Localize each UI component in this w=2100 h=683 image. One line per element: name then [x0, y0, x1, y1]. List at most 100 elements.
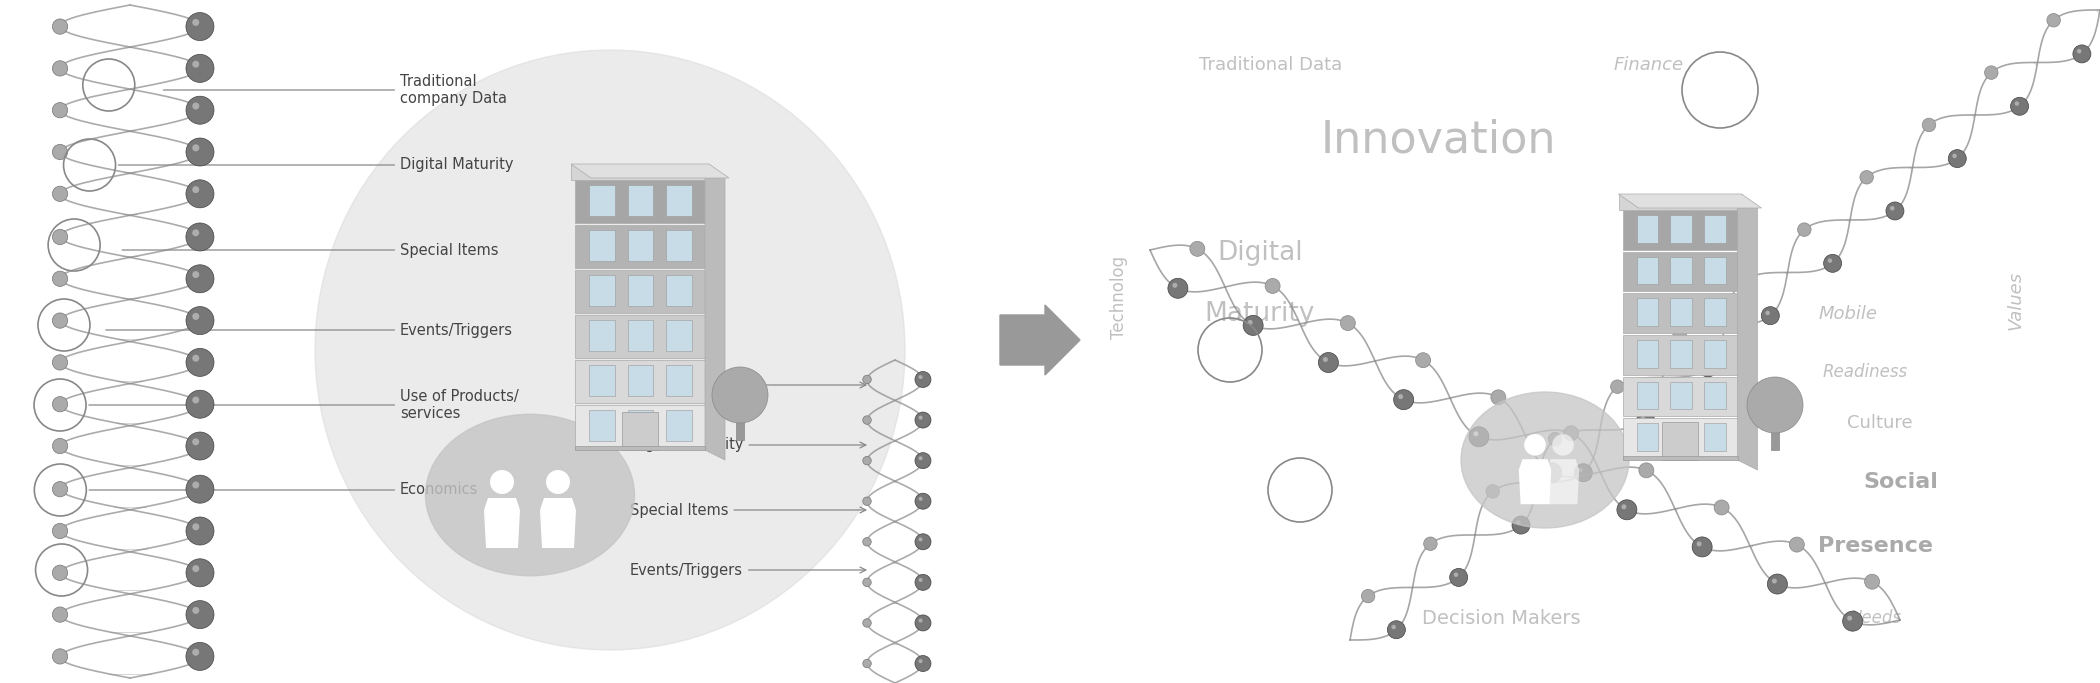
Circle shape	[193, 523, 200, 530]
Circle shape	[916, 656, 930, 671]
Text: Decision Makers: Decision Makers	[1422, 609, 1581, 628]
Bar	[622, 412, 657, 450]
Circle shape	[187, 223, 214, 251]
Circle shape	[863, 416, 871, 424]
Bar	[1623, 335, 1737, 375]
Circle shape	[187, 390, 214, 418]
Bar	[575, 180, 706, 223]
Circle shape	[916, 615, 930, 631]
Bar	[666, 320, 691, 351]
Circle shape	[193, 186, 200, 193]
Circle shape	[918, 497, 922, 501]
Circle shape	[1823, 254, 1842, 273]
Circle shape	[546, 470, 569, 494]
Text: Culture: Culture	[1846, 415, 1913, 432]
Circle shape	[1762, 307, 1779, 324]
Text: Digital Maturity: Digital Maturity	[630, 438, 865, 453]
Circle shape	[187, 180, 214, 208]
Circle shape	[1747, 377, 1804, 433]
Circle shape	[193, 565, 200, 572]
Bar	[628, 365, 653, 396]
Circle shape	[1415, 352, 1430, 367]
Circle shape	[863, 456, 871, 465]
Circle shape	[1827, 258, 1831, 263]
Circle shape	[1640, 415, 1644, 420]
Circle shape	[1525, 434, 1546, 456]
Circle shape	[1714, 500, 1728, 515]
Circle shape	[863, 659, 871, 668]
Circle shape	[1638, 463, 1655, 478]
Circle shape	[193, 144, 200, 152]
Circle shape	[1575, 464, 1592, 482]
Circle shape	[1789, 537, 1804, 552]
Circle shape	[1579, 468, 1583, 472]
Circle shape	[489, 470, 514, 494]
Bar	[628, 320, 653, 351]
Circle shape	[187, 96, 214, 124]
Circle shape	[916, 493, 930, 510]
Text: Traditional Data: Traditional Data	[1199, 56, 1342, 74]
Bar	[571, 164, 710, 180]
Bar	[1661, 422, 1699, 460]
Text: Readiness: Readiness	[1823, 363, 1907, 381]
Circle shape	[193, 649, 200, 656]
Circle shape	[193, 482, 200, 488]
Bar	[575, 315, 706, 358]
Text: Digital: Digital	[1218, 240, 1302, 266]
Circle shape	[1922, 118, 1936, 132]
Circle shape	[1319, 352, 1338, 372]
Text: Events/Triggers: Events/Triggers	[630, 563, 865, 578]
Circle shape	[52, 313, 67, 329]
Circle shape	[918, 375, 922, 379]
Circle shape	[193, 354, 200, 362]
Circle shape	[863, 538, 871, 546]
Circle shape	[1340, 316, 1354, 331]
Circle shape	[187, 348, 214, 376]
Circle shape	[1552, 434, 1573, 456]
Circle shape	[918, 659, 922, 663]
Circle shape	[193, 19, 200, 26]
Circle shape	[1674, 328, 1686, 341]
Circle shape	[1168, 278, 1189, 298]
Circle shape	[52, 438, 67, 454]
FancyArrow shape	[1000, 305, 1079, 375]
Bar	[588, 185, 615, 216]
Text: Mobile: Mobile	[1819, 305, 1877, 323]
Circle shape	[52, 397, 67, 412]
Text: Innovation: Innovation	[1321, 119, 1556, 161]
Bar	[1703, 382, 1726, 409]
Circle shape	[1394, 389, 1413, 410]
Circle shape	[1768, 574, 1787, 594]
Ellipse shape	[426, 415, 634, 576]
Bar	[1636, 340, 1659, 367]
Circle shape	[52, 144, 67, 160]
Text: Events/Triggers: Events/Triggers	[105, 322, 512, 337]
Circle shape	[863, 578, 871, 587]
Circle shape	[1449, 568, 1468, 587]
Circle shape	[187, 307, 214, 335]
Circle shape	[1546, 467, 1552, 472]
Circle shape	[52, 229, 67, 245]
Circle shape	[1949, 150, 1966, 167]
Bar	[1703, 215, 1726, 242]
Circle shape	[52, 523, 67, 539]
Bar	[588, 365, 615, 396]
Circle shape	[1890, 206, 1894, 210]
Polygon shape	[1548, 459, 1579, 504]
Circle shape	[1541, 462, 1562, 483]
Circle shape	[1621, 504, 1625, 510]
Circle shape	[1323, 357, 1327, 362]
Circle shape	[1693, 537, 1712, 557]
Circle shape	[193, 397, 200, 404]
Circle shape	[1399, 394, 1403, 399]
Circle shape	[918, 578, 922, 582]
Circle shape	[1564, 426, 1579, 441]
Circle shape	[712, 367, 769, 423]
Circle shape	[916, 412, 930, 428]
Circle shape	[1611, 380, 1623, 393]
Circle shape	[1697, 542, 1701, 546]
Circle shape	[1984, 66, 1997, 79]
Bar	[735, 410, 743, 440]
Circle shape	[52, 565, 67, 581]
Bar	[628, 230, 653, 261]
